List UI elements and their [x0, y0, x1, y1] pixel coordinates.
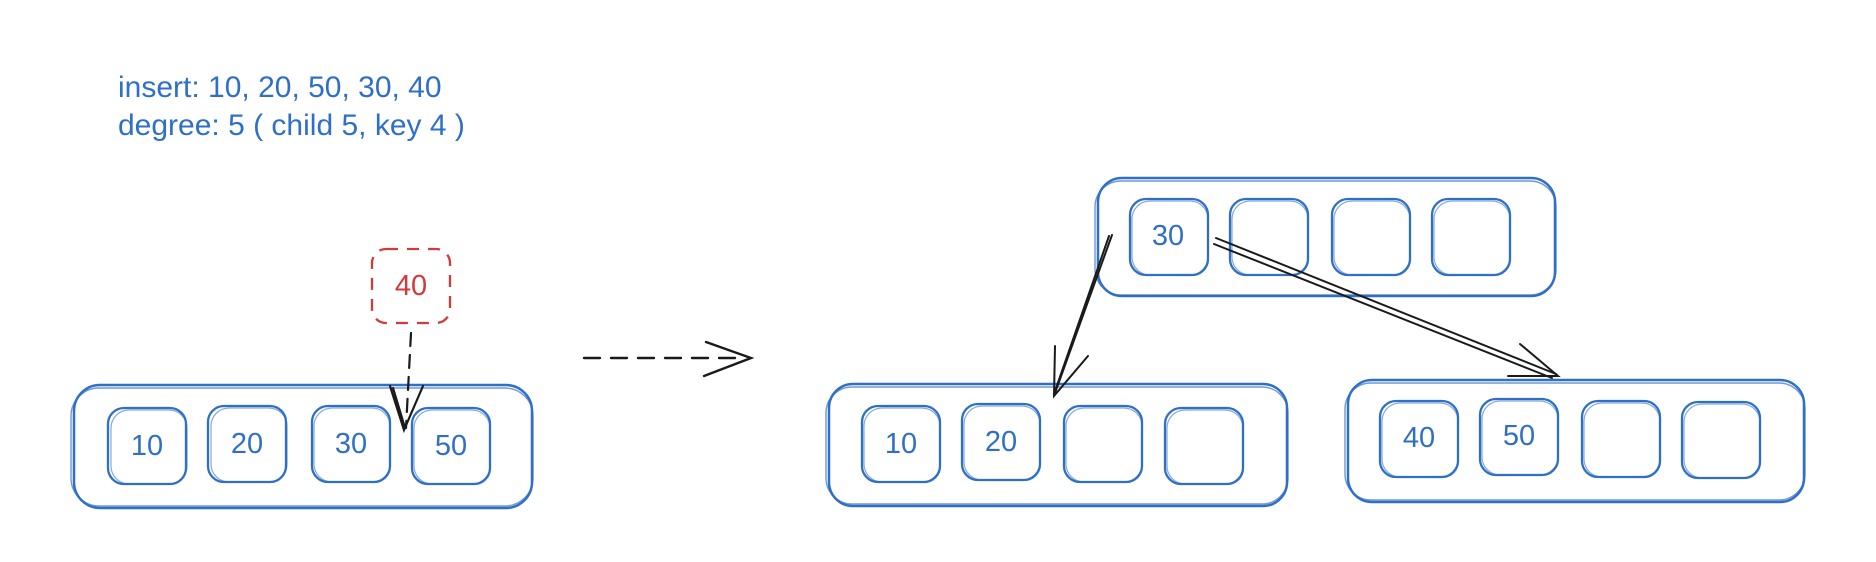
left-child-key-cell: [1163, 406, 1245, 486]
degree-note: degree: 5 ( child 5, key 4 ): [118, 109, 465, 142]
insert-arrow: [388, 331, 425, 434]
transition-arrow: [582, 340, 755, 378]
left-child-key-cell: [1062, 404, 1144, 484]
right-child-key-label: 50: [1503, 420, 1535, 452]
before-key-cell: 20: [206, 404, 288, 484]
root-key-cell: [1330, 197, 1412, 277]
right-child-key-cell: 40: [1378, 399, 1460, 479]
after-left-child-node: 10 20: [825, 382, 1289, 508]
right-child-key-cell: [1680, 400, 1762, 480]
right-child-pointer: [1213, 237, 1561, 379]
left-child-key-label: 20: [985, 426, 1017, 458]
before-key-cell: 50: [410, 406, 492, 486]
before-key-cell: 10: [106, 406, 188, 486]
before-key-label: 20: [231, 428, 263, 460]
root-key-cell: 30: [1128, 197, 1210, 277]
insert-sequence-note: insert: 10, 20, 50, 30, 40: [118, 71, 442, 104]
right-child-key-cell: [1580, 399, 1662, 479]
before-key-label: 30: [335, 428, 367, 460]
new-key-label: 40: [395, 270, 427, 302]
root-key-cell: [1228, 197, 1310, 277]
right-child-key-cell: 50: [1478, 397, 1560, 477]
before-node-outline: [72, 383, 534, 510]
after-right-child-node: 40 50: [1344, 378, 1806, 504]
left-child-key-cell: 10: [860, 404, 942, 484]
before-node: 10 20 30 50: [70, 383, 534, 510]
root-key-label: 30: [1152, 220, 1184, 252]
left-child-key-cell: 20: [960, 402, 1042, 482]
before-key-label: 10: [131, 430, 163, 462]
right-child-key-label: 40: [1403, 422, 1435, 454]
new-key-box: 40: [370, 247, 452, 325]
before-key-label: 50: [435, 430, 467, 462]
root-key-cell: [1430, 197, 1512, 277]
left-child-pointer: [1052, 234, 1113, 399]
left-child-key-label: 10: [885, 428, 917, 460]
after-root-node: 30: [1094, 176, 1557, 298]
before-key-cell: 30: [310, 404, 392, 484]
